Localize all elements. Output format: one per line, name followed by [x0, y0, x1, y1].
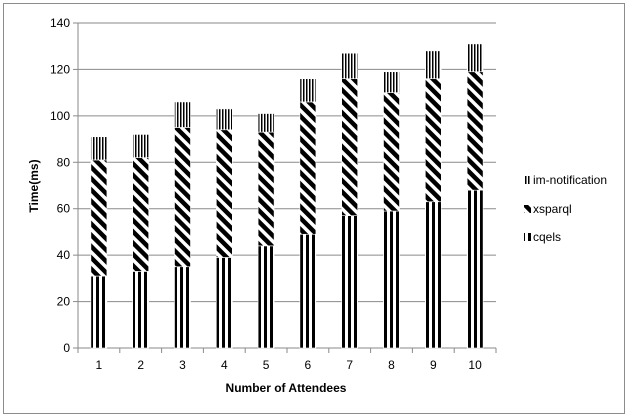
- x-tick-label: 5: [263, 358, 270, 372]
- bar-segment-im-notification: [424, 50, 442, 80]
- bar-segment-xsparql: [90, 159, 108, 277]
- bar-segment-cqels: [174, 266, 191, 349]
- y-tick-label: 0: [63, 341, 70, 355]
- y-tick-label: 100: [50, 109, 70, 123]
- x-tick-label: 6: [305, 358, 312, 372]
- bar-segment-im-notification: [216, 108, 233, 131]
- legend: im-notification xsparql cqels: [524, 173, 607, 244]
- x-tick-label: 4: [221, 358, 228, 372]
- bar-segment-cqels: [383, 210, 400, 349]
- bar-segment-xsparql: [341, 78, 359, 216]
- bar-segment-im-notification: [90, 136, 108, 161]
- bar-segment-xsparql: [299, 101, 317, 235]
- bar-segment-im-notification: [383, 71, 400, 93]
- x-axis-title: Number of Attendees: [226, 381, 347, 395]
- x-tick-label: 1: [96, 358, 103, 372]
- legend-label-im-notification: im-notification: [533, 173, 607, 187]
- bar-segment-im-notification: [257, 113, 275, 133]
- y-tick-label: 60: [57, 202, 71, 216]
- x-tick-label: 2: [137, 358, 144, 372]
- x-tick-label: 8: [388, 358, 395, 372]
- bar-segment-cqels: [257, 245, 275, 349]
- bar-segment-xsparql: [174, 127, 191, 268]
- y-tick-label: 20: [57, 295, 71, 309]
- legend-swatch-xsparql: [524, 205, 531, 213]
- bar-segment-xsparql: [216, 129, 233, 258]
- legend-label-xsparql: xsparql: [533, 202, 572, 216]
- bar-segment-im-notification: [299, 78, 317, 103]
- legend-swatch-im-notification: [524, 176, 531, 184]
- bar-segment-cqels: [132, 271, 149, 349]
- x-tick-label: 7: [346, 358, 353, 372]
- y-tick-label: 120: [50, 62, 70, 76]
- x-tick-label: 10: [468, 358, 482, 372]
- y-tick-label: 140: [50, 16, 70, 30]
- bar-segment-im-notification: [132, 134, 149, 158]
- x-tick-label: 9: [430, 358, 437, 372]
- legend-label-cqels: cqels: [533, 230, 561, 244]
- bar-segment-im-notification: [174, 101, 191, 128]
- bar-segment-xsparql: [257, 131, 275, 247]
- y-tick-label: 40: [57, 248, 71, 262]
- x-tick-label: 3: [179, 358, 186, 372]
- bar-segment-cqels: [424, 201, 442, 349]
- bar-segment-cqels: [90, 275, 108, 349]
- bar-segment-cqels: [216, 257, 233, 349]
- bar-segment-xsparql: [132, 157, 149, 272]
- bar-segment-cqels: [341, 215, 359, 349]
- y-axis-title: Time(ms): [27, 159, 41, 212]
- y-tick-label: 80: [57, 155, 71, 169]
- bar-segment-xsparql: [383, 92, 400, 212]
- bar-segment-im-notification: [466, 43, 484, 73]
- bar-segment-cqels: [299, 233, 317, 349]
- bar-segment-cqels: [466, 189, 484, 349]
- bar-segment-im-notification: [341, 52, 359, 80]
- legend-swatch-cqels: [524, 233, 531, 241]
- bar-segment-xsparql: [466, 71, 484, 191]
- bar-segment-xsparql: [424, 78, 442, 203]
